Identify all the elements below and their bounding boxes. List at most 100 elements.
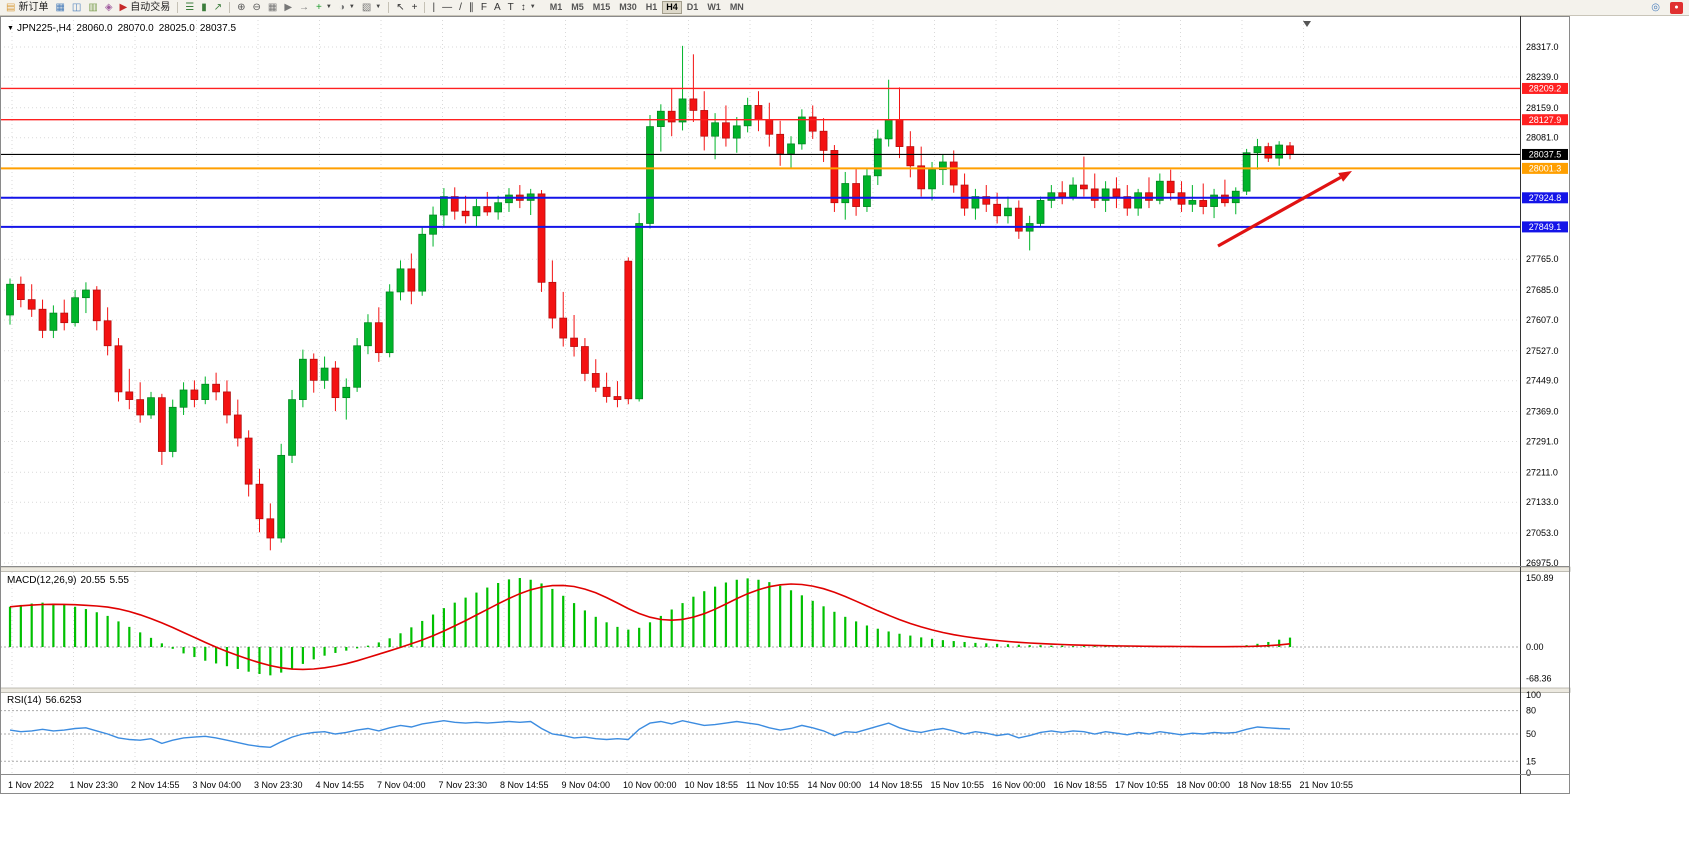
timeframe-toolbar: M1 M5 M15 M30 H1 H4 D1 W1 MN (546, 1, 748, 14)
toolbar-separator (424, 2, 426, 13)
svg-text:16 Nov 18:55: 16 Nov 18:55 (1054, 780, 1108, 790)
svg-text:27291.0: 27291.0 (1526, 436, 1559, 446)
vertical-line-icon[interactable]: | (429, 1, 438, 15)
profiles-icon[interactable]: ◫ (69, 1, 84, 15)
arrows-icon: ↕ (520, 1, 526, 13)
horizontal-line-icon[interactable]: — (439, 1, 455, 15)
chart-menu-icon[interactable]: ▼ (7, 25, 14, 32)
svg-text:27607.0: 27607.0 (1526, 315, 1559, 325)
svg-text:16 Nov 00:00: 16 Nov 00:00 (992, 780, 1046, 790)
crosshair-icon[interactable]: + (409, 1, 421, 15)
svg-text:28037.5: 28037.5 (1529, 150, 1562, 160)
toolbar-right: ◎ ● (1645, 1, 1686, 14)
svg-text:28081.0: 28081.0 (1526, 133, 1559, 143)
svg-text:18 Nov 18:55: 18 Nov 18:55 (1238, 780, 1292, 790)
trendline-icon: / (459, 1, 462, 13)
new-order-button[interactable]: ▤ 新订单 (3, 1, 51, 15)
toolbar-separator (177, 2, 179, 13)
dropdown-caret-icon: ▼ (529, 4, 536, 10)
chart-canvas[interactable]: 1 Nov 2022 1 Nov 23:30 2 Nov 14:55 3 Nov 04… (0, 16, 1689, 859)
equidistant-channel-icon: ∥ (468, 1, 474, 13)
svg-text:15: 15 (1526, 756, 1536, 766)
text-label-icon[interactable]: T (505, 1, 517, 15)
search-icon[interactable]: ◎ (1645, 1, 1666, 14)
chart-shift-icon: → (299, 1, 310, 13)
zoom-in-icon[interactable]: ⊕ (234, 1, 248, 15)
svg-text:14 Nov 18:55: 14 Nov 18:55 (869, 780, 923, 790)
vertical-line-icon: | (432, 1, 436, 13)
candlestick-chart-icon[interactable]: ▮ (198, 1, 210, 15)
chart-shift-icon[interactable]: → (296, 1, 312, 15)
indicators-icon[interactable]: + ▼ (313, 1, 335, 15)
templates-icon[interactable]: ▧ ▼ (359, 1, 384, 15)
svg-text:3 Nov 23:30: 3 Nov 23:30 (254, 780, 303, 790)
tile-windows-icon[interactable]: ▦ (265, 1, 280, 15)
timeframe-h4[interactable]: H4 (662, 1, 682, 14)
fibonacci-icon[interactable]: F (478, 1, 490, 15)
periods-icon: ◑ (338, 1, 345, 13)
autotrade-button[interactable]: ▶ 自动交易 (117, 1, 174, 15)
toolbar-separator (229, 2, 231, 13)
toolbar-separator (388, 2, 390, 13)
svg-text:27924.8: 27924.8 (1529, 193, 1562, 203)
svg-text:27449.0: 27449.0 (1526, 376, 1559, 386)
svg-text:26975.0: 26975.0 (1526, 558, 1559, 568)
dropdown-caret-icon: ▼ (375, 4, 382, 10)
timeframe-m15[interactable]: M15 (589, 1, 615, 14)
chart-open-value: 28060.0 (76, 23, 113, 34)
svg-text:18 Nov 00:00: 18 Nov 00:00 (1177, 780, 1231, 790)
svg-text:27133.0: 27133.0 (1526, 497, 1559, 507)
timeframe-w1[interactable]: W1 (703, 1, 725, 14)
new-chart-icon[interactable]: ▦ (52, 1, 67, 15)
crosshair-icon: + (411, 1, 418, 13)
timeframe-d1[interactable]: D1 (683, 1, 703, 14)
line-chart-icon: ↗ (213, 1, 223, 13)
auto-scroll-icon[interactable]: ▶ (281, 1, 295, 15)
svg-text:1 Nov 23:30: 1 Nov 23:30 (70, 780, 119, 790)
zoom-in-icon: ⊕ (237, 1, 246, 13)
svg-text:28317.0: 28317.0 (1526, 42, 1559, 52)
chart-high-value: 28070.0 (117, 23, 154, 34)
timeframe-h1[interactable]: H1 (642, 1, 662, 14)
svg-text:27765.0: 27765.0 (1526, 254, 1559, 264)
arrows-icon[interactable]: ↕ ▼ (518, 1, 539, 15)
dropdown-caret-icon: ▼ (348, 4, 355, 10)
navigator-icon[interactable]: ◈ (102, 1, 116, 15)
cursor-icon[interactable]: ↖ (393, 1, 407, 15)
fibonacci-icon: F (480, 1, 487, 13)
svg-text:28127.9: 28127.9 (1529, 115, 1562, 125)
new-order-button-label: 新订单 (18, 2, 49, 13)
rsi-label: RSI(14) 56.6253 (7, 695, 86, 706)
svg-text:27685.0: 27685.0 (1526, 285, 1559, 295)
timeframe-mn[interactable]: MN (726, 1, 748, 14)
svg-text:9 Nov 04:00: 9 Nov 04:00 (562, 780, 611, 790)
chart-symbol: JPN225-,H4 (16, 23, 72, 34)
svg-text:28159.0: 28159.0 (1526, 103, 1559, 113)
svg-text:4 Nov 14:55: 4 Nov 14:55 (316, 780, 365, 790)
chart-window[interactable]: 1 Nov 2022 1 Nov 23:30 2 Nov 14:55 3 Nov 04… (0, 16, 1689, 859)
timeframe-m5[interactable]: M5 (567, 1, 588, 14)
toolbar: ▤ 新订单 ▦ ◫ ▥ ◈ ▶ 自动交易 ☰ ▮ ↗ ⊕ ⊖ ▦ ▶ → + ▼ ◑ ▼ ▧ ▼ ↖ + | — / ∥ F A T ↕ ▼ M… (0, 0, 1689, 16)
bar-chart-icon[interactable]: ☰ (182, 1, 197, 15)
tile-windows-icon: ▦ (267, 1, 278, 13)
toolbar-buttons: ▤ 新订单 ▦ ◫ ▥ ◈ ▶ 自动交易 ☰ ▮ ↗ ⊕ ⊖ ▦ ▶ → + ▼ ◑ ▼ ▧ ▼ ↖ + | — / ∥ F A T ↕ ▼ (3, 1, 539, 15)
timeframe-m1[interactable]: M1 (546, 1, 567, 14)
bar-chart-icon: ☰ (185, 1, 195, 13)
autotrade-icon: ▶ (119, 1, 128, 13)
svg-text:0: 0 (1526, 768, 1531, 778)
zoom-out-icon[interactable]: ⊖ (249, 1, 263, 15)
notifications-icon[interactable]: ● (1670, 1, 1683, 14)
text-icon[interactable]: A (491, 1, 504, 15)
line-chart-icon[interactable]: ↗ (211, 1, 225, 15)
timeframe-m30[interactable]: M30 (615, 1, 641, 14)
svg-text:28209.2: 28209.2 (1529, 84, 1562, 94)
trendline-icon[interactable]: / (456, 1, 465, 15)
zoom-out-icon: ⊖ (252, 1, 261, 13)
candlestick-chart-icon: ▮ (201, 1, 207, 13)
svg-text:150.89: 150.89 (1526, 573, 1554, 583)
equidistant-channel-icon[interactable]: ∥ (466, 1, 477, 15)
periods-icon[interactable]: ◑ ▼ (336, 1, 358, 15)
market-watch-icon[interactable]: ▥ (85, 1, 100, 15)
rsi-value: 56.6253 (45, 695, 82, 706)
chart-low-value: 28025.0 (158, 23, 195, 34)
